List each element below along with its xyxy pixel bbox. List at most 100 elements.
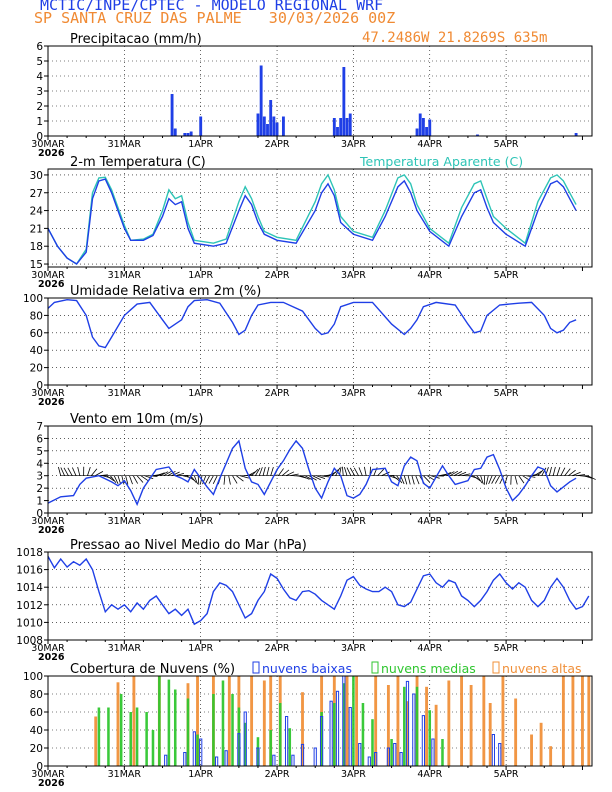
y-tick-label: 1008 (16, 635, 43, 647)
wind-barb (258, 467, 263, 476)
wind-barb (568, 469, 576, 477)
x-tick-label: 3APR (341, 139, 366, 150)
wind-barb (208, 475, 214, 484)
x-tick-label: 1APR (188, 643, 213, 654)
wind-barb (583, 475, 593, 479)
y-tick-label: 3 (36, 471, 43, 483)
y-tick-label: 0 (36, 508, 43, 520)
y-tick-label: 1012 (16, 600, 43, 612)
wind-barb (121, 475, 125, 485)
x-tick-label: 31MAR (108, 643, 142, 654)
y-tick-label: 7 (36, 421, 43, 433)
cloud-bar-nuvens-baixas (367, 756, 371, 767)
y-tick-label: 1018 (16, 547, 43, 559)
cloud-bar-nuvens-baixas (358, 743, 362, 767)
wind-barb (270, 467, 274, 476)
cloud-bar-nuvens-medias (403, 686, 406, 766)
wind-barb (472, 475, 481, 482)
cloud-bar-nuvens-altas (501, 676, 505, 766)
wind-barb (144, 475, 154, 480)
x-tick-label: 3APR (341, 388, 366, 399)
wind-barb (442, 472, 452, 477)
cloud-bar-nuvens-altas (345, 676, 349, 766)
wind-barb (77, 466, 81, 476)
cloud-bar-nuvens-altas (425, 686, 429, 766)
x-tick-label: 30MAR (31, 388, 65, 399)
wind-barb (415, 475, 420, 485)
wind-barb (491, 475, 497, 484)
wind-barb (480, 475, 484, 485)
x-tick-label: 2APR (265, 270, 290, 281)
y-tick-label: 5 (36, 446, 43, 458)
precip-bar (189, 131, 193, 136)
precip-bar (345, 118, 349, 136)
header-coords: 47.2486W 21.8269S 635m (362, 30, 548, 46)
precip-bar (269, 100, 273, 136)
wind-barb (197, 475, 200, 485)
x-tick-label: 2APR (265, 769, 290, 780)
cloud-bar-nuvens-altas (469, 685, 473, 766)
series-line-temp-0 (47, 178, 577, 265)
wind-barb (301, 475, 310, 480)
cloud-bar-nuvens-medias (333, 703, 336, 766)
y-tick-label: 18 (30, 241, 43, 253)
cloud-bar-nuvens-medias (441, 739, 444, 766)
y-tick-label: 15 (30, 259, 43, 271)
precip-bar (574, 133, 578, 136)
wind-barb (63, 467, 69, 476)
wind-barb (518, 475, 525, 484)
wind-barb (113, 475, 119, 484)
wind-barb (343, 466, 348, 476)
series-line-wind-0 (47, 439, 577, 507)
x-year-label: 2026 (38, 525, 65, 536)
x-tick-label: 31MAR (108, 388, 142, 399)
wind-barb (167, 470, 176, 477)
wind-barb (106, 475, 115, 482)
x-year-label: 2026 (38, 148, 65, 159)
cloud-bar-nuvens-medias (119, 694, 123, 766)
cloud-bar-nuvens-medias (278, 703, 282, 766)
x-tick-label: 4APR (417, 643, 442, 654)
cloud-bar-nuvens-medias (243, 722, 247, 766)
wind-barb (349, 467, 356, 476)
cloud-bar-nuvens-medias (361, 703, 365, 766)
x-tick-label: 3APR (341, 270, 366, 281)
precip-bar (281, 116, 285, 136)
precip-bar (339, 118, 343, 136)
wind-barb (240, 475, 249, 479)
y-tick-label: 4 (36, 458, 43, 470)
panel-frame (47, 168, 593, 268)
cloud-bar-nuvens-medias (97, 707, 101, 766)
cloud-bar-nuvens-medias (151, 730, 155, 766)
wind-barb (488, 475, 493, 485)
x-tick-label: 31MAR (108, 270, 142, 281)
y-tick-label: 80 (30, 689, 43, 701)
cloud-bar-nuvens-baixas (291, 754, 295, 767)
precip-bar (332, 118, 336, 136)
x-tick-label: 4APR (417, 516, 442, 527)
wind-barb (125, 475, 129, 485)
y-tick-label: 5 (36, 56, 43, 68)
wind-barb (453, 471, 463, 477)
wind-barb (94, 471, 104, 477)
wind-barb (514, 475, 518, 485)
x-tick-label: 3APR (341, 769, 366, 780)
wind-barb (251, 469, 259, 476)
precip-bar (266, 124, 269, 136)
wind-barb (285, 471, 295, 477)
y-tick-label: 4 (36, 71, 43, 83)
cloud-bar-nuvens-baixas (348, 707, 352, 767)
y-tick-label: 20 (30, 743, 43, 755)
y-tick-label: 0 (36, 380, 43, 392)
x-tick-label: 3APR (341, 643, 366, 654)
wind-barb (476, 475, 483, 484)
precip-bar (256, 113, 260, 136)
wind-barb (564, 468, 571, 476)
wind-barb (572, 471, 581, 477)
cloud-bar-nuvens-altas (530, 734, 533, 766)
precip-bar (259, 65, 263, 136)
wind-barb (411, 475, 415, 485)
x-tick-label: 30MAR (31, 769, 65, 780)
wind-barb (223, 475, 226, 485)
legend-swatch (371, 661, 379, 674)
